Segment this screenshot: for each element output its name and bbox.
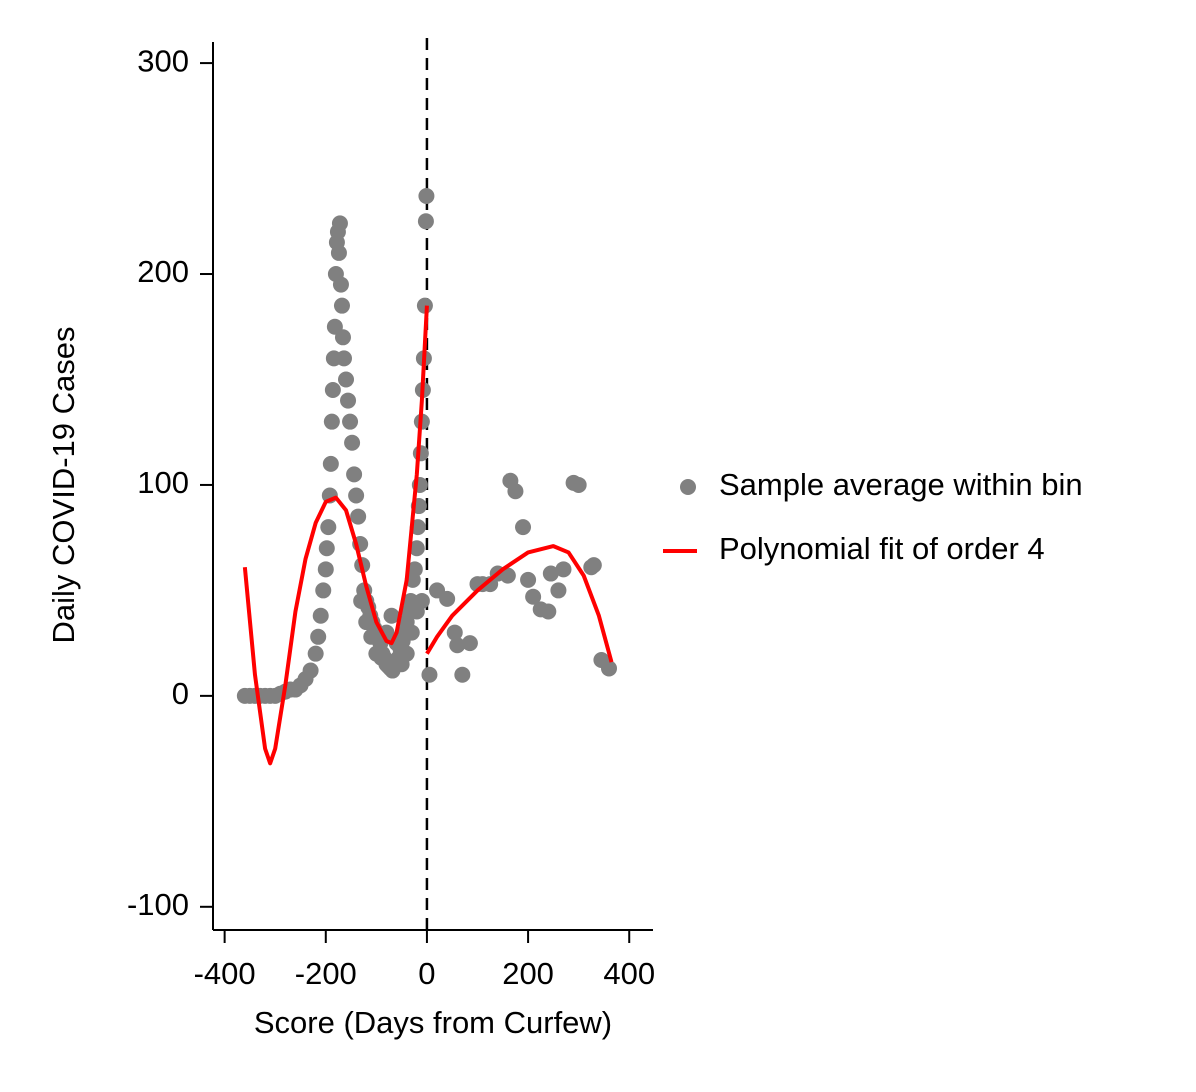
data-point [398,645,415,662]
x-tick-label: 400 [603,956,655,991]
data-point [373,649,390,666]
y-axis-title: Daily COVID-19 Cases [46,327,81,644]
data-point [454,666,471,683]
data-point [312,607,329,624]
x-axis-title: Score (Days from Curfew) [254,1005,612,1040]
y-tick-label: 100 [137,465,189,500]
data-point [346,466,363,483]
data-point [322,455,339,472]
x-tick-label: -400 [194,956,256,991]
data-point [340,392,357,409]
y-tick-label: 200 [137,254,189,289]
data-point [338,371,355,388]
data-point [335,350,352,367]
data-point [358,614,375,631]
data-point [324,382,341,399]
x-tick-label: -200 [295,956,357,991]
data-point [353,592,370,609]
data-point [408,540,425,557]
data-point [342,413,359,430]
data-point [515,519,532,536]
data-point [418,187,435,204]
data-point [413,592,430,609]
data-point [363,628,380,645]
data-point [323,413,340,430]
data-point [550,582,567,599]
data-point [570,476,587,493]
data-point [331,215,348,232]
data-point [417,213,434,230]
data-point [310,628,327,645]
data-point [332,276,349,293]
data-point [412,445,429,462]
data-point [416,297,433,314]
data-point [585,557,602,574]
data-point [507,483,524,500]
data-point [344,434,361,451]
data-point [439,590,456,607]
x-tick-label: 200 [502,956,554,991]
data-point [348,487,365,504]
data-point [601,660,617,677]
data-point [446,624,463,641]
data-point [403,624,420,641]
data-point [542,565,559,582]
legend-label: Sample average within bin [719,467,1083,502]
legend-symbol [680,479,696,495]
data-point [383,607,400,624]
fit-line [425,544,614,663]
data-point [449,637,466,654]
data-point [333,297,350,314]
y-tick-label: 300 [137,43,189,78]
data-point [334,329,351,346]
data-point [461,635,478,652]
fit-line [242,305,429,766]
data-point [525,588,542,605]
data-point [307,645,324,662]
data-point [330,244,347,261]
data-point [421,666,438,683]
y-tick-label: 0 [172,676,189,711]
y-tick-label: -100 [127,887,189,922]
legend-label: Polynomial fit of order 4 [719,531,1045,566]
data-point [540,603,557,620]
data-point [318,540,335,557]
data-point [320,519,337,536]
data-point [350,508,367,525]
data-point [406,561,423,578]
data-point [315,582,332,599]
x-tick-label: 0 [418,956,435,991]
data-point [499,567,516,584]
data-point [317,561,334,578]
data-point [520,571,537,588]
data-point [555,561,572,578]
data-point [302,662,319,679]
